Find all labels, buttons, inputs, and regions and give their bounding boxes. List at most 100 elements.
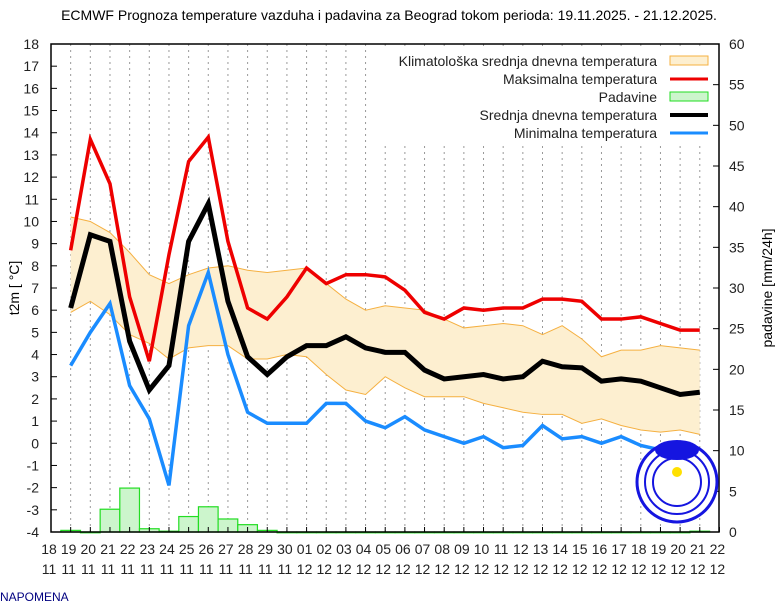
y-tick-label: -1 bbox=[27, 457, 40, 473]
x-tick-label-day: 21 bbox=[100, 541, 116, 557]
x-tick-label-month: 12 bbox=[710, 561, 726, 577]
y2-tick-label: 10 bbox=[729, 443, 745, 459]
y2-tick-label: 35 bbox=[729, 239, 745, 255]
y-tick-label: 16 bbox=[23, 80, 39, 96]
x-tick-label-day: 18 bbox=[631, 541, 647, 557]
x-tick-label-month: 11 bbox=[81, 561, 96, 577]
x-tick-label-day: 17 bbox=[611, 541, 627, 557]
y2-tick-label: 40 bbox=[729, 199, 745, 215]
y-tick-label: 4 bbox=[31, 347, 39, 363]
x-tick-label-day: 22 bbox=[710, 541, 726, 557]
legend-max-label: Maksimalna temperatura bbox=[503, 71, 657, 87]
x-tick-label-day: 20 bbox=[670, 541, 686, 557]
plot-frame bbox=[50, 43, 720, 533]
y-tick-label: 7 bbox=[31, 280, 39, 296]
x-tick-label-day: 26 bbox=[198, 541, 214, 557]
x-tick-label-day: 14 bbox=[552, 541, 568, 557]
x-tick-label-month: 11 bbox=[179, 561, 194, 577]
x-tick-label-day: 20 bbox=[81, 541, 97, 557]
y-tick-label: 10 bbox=[23, 213, 39, 229]
y2-tick-label: 55 bbox=[729, 77, 745, 93]
x-tick-label-month: 11 bbox=[258, 561, 273, 577]
x-tick-label-day: 19 bbox=[651, 541, 667, 557]
x-tick-label-day: 01 bbox=[297, 541, 313, 557]
x-tick-label-month: 12 bbox=[297, 561, 313, 577]
climate-band-lower bbox=[70, 300, 700, 435]
x-tick-label-month: 11 bbox=[42, 561, 57, 577]
y2-tick-label: 45 bbox=[729, 158, 745, 174]
y-tick-label: 6 bbox=[31, 302, 39, 318]
axes: 1811191120112111221123112411251126112711… bbox=[23, 36, 744, 577]
x-tick-label-month: 11 bbox=[278, 561, 293, 577]
climate-band-upper bbox=[70, 216, 700, 358]
x-tick-label-month: 12 bbox=[434, 561, 450, 577]
x-tick-label-day: 07 bbox=[415, 541, 431, 557]
legend-climate-swatch bbox=[669, 55, 709, 66]
y-tick-label: 1 bbox=[31, 413, 39, 429]
x-tick-label-month: 12 bbox=[533, 561, 549, 577]
x-tick-label-day: 11 bbox=[494, 541, 509, 557]
x-tick-label-day: 25 bbox=[179, 541, 195, 557]
y-tick-label: 0 bbox=[31, 435, 39, 451]
y-tick-label: -2 bbox=[27, 480, 40, 496]
footer-note: NAPOMENA bbox=[0, 590, 69, 604]
series-line-min bbox=[69, 266, 700, 486]
chart-title: ECMWF Prognoza temperature vazduha i pad… bbox=[61, 7, 717, 23]
x-tick-label-month: 11 bbox=[140, 561, 155, 577]
x-tick-label-month: 12 bbox=[690, 561, 706, 577]
y2-tick-label: 60 bbox=[729, 36, 745, 52]
x-tick-label-month: 12 bbox=[415, 561, 431, 577]
x-tick-label-month: 11 bbox=[101, 561, 116, 577]
y-tick-label: -4 bbox=[27, 524, 40, 540]
y2-tick-label: 0 bbox=[729, 524, 737, 540]
y-tick-label: 13 bbox=[23, 147, 39, 163]
x-tick-label-month: 12 bbox=[356, 561, 372, 577]
y2-tick-label: 25 bbox=[729, 321, 745, 337]
x-tick-label-day: 18 bbox=[41, 541, 57, 557]
legend-climate-label: Klimatološka srednja dnevna temperatura bbox=[399, 53, 658, 69]
series-line-mean bbox=[68, 196, 701, 398]
x-tick-label-month: 12 bbox=[395, 561, 411, 577]
climate-band bbox=[70, 216, 700, 435]
x-tick-label-day: 12 bbox=[513, 541, 529, 557]
x-tick-label-month: 12 bbox=[513, 561, 529, 577]
y-tick-label: 17 bbox=[23, 58, 39, 74]
x-tick-label-day: 16 bbox=[592, 541, 608, 557]
x-tick-label-day: 09 bbox=[454, 541, 470, 557]
x-tick-label-day: 03 bbox=[336, 541, 352, 557]
x-tick-label-month: 11 bbox=[238, 561, 253, 577]
y-tick-label: -3 bbox=[27, 502, 40, 518]
y-tick-label: 8 bbox=[31, 258, 39, 274]
x-tick-label-day: 13 bbox=[533, 541, 549, 557]
y-tick-label: 5 bbox=[31, 324, 39, 340]
x-tick-label-day: 19 bbox=[61, 541, 77, 557]
precip-bar bbox=[119, 487, 141, 533]
x-tick-label-day: 22 bbox=[120, 541, 136, 557]
y2-axis-label: padavine [mm/24h] bbox=[759, 228, 775, 347]
legend-precip-label: Padavine bbox=[599, 89, 658, 105]
x-tick-label-day: 08 bbox=[434, 541, 450, 557]
x-tick-label-month: 11 bbox=[61, 561, 76, 577]
y-tick-label: 15 bbox=[23, 103, 39, 119]
x-tick-label-month: 12 bbox=[336, 561, 352, 577]
y-tick-label: 12 bbox=[23, 169, 39, 185]
legend-min-label: Minimalna temperatura bbox=[514, 125, 657, 141]
x-tick-label-month: 12 bbox=[611, 561, 627, 577]
x-tick-label-day: 23 bbox=[140, 541, 156, 557]
x-tick-label-month: 11 bbox=[120, 561, 135, 577]
x-tick-label-month: 12 bbox=[552, 561, 568, 577]
x-tick-label-month: 11 bbox=[199, 561, 214, 577]
x-tick-label-month: 12 bbox=[592, 561, 608, 577]
climate-band-area bbox=[70, 217, 700, 435]
y2-tick-label: 5 bbox=[729, 483, 737, 499]
x-tick-label-day: 21 bbox=[690, 541, 706, 557]
series-line-max bbox=[68, 133, 700, 362]
x-tick-label-day: 06 bbox=[395, 541, 411, 557]
x-tick-label-day: 24 bbox=[159, 541, 175, 557]
x-tick-label-day: 15 bbox=[572, 541, 588, 557]
x-tick-label-month: 12 bbox=[375, 561, 391, 577]
x-tick-label-month: 12 bbox=[651, 561, 667, 577]
x-tick-label-day: 02 bbox=[316, 541, 332, 557]
x-tick-label-day: 10 bbox=[474, 541, 490, 557]
